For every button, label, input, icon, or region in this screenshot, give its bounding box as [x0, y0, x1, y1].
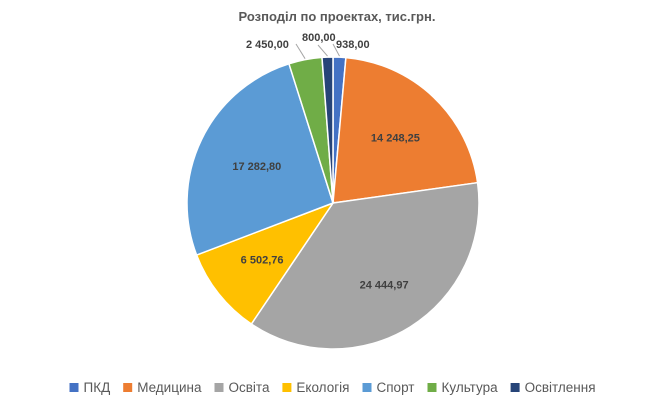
legend-swatch-medytsyna: [123, 383, 133, 392]
data-label-ekolohiia: 6 502,76: [241, 254, 284, 266]
leader-line-pkd: [332, 43, 340, 57]
legend-label-kultura: Культура: [442, 380, 499, 395]
pie-slice-ekolohiia: [195, 201, 335, 326]
leader-line-kultura: [295, 43, 306, 59]
legend-swatch-osvitlennia: [510, 383, 520, 392]
legend-label-pkd: ПКД: [84, 380, 111, 395]
data-label-medytsyna: 14 248,25: [371, 132, 420, 144]
data-label-sport: 17 282,80: [232, 161, 281, 173]
legend-label-medytsyna: Медицина: [137, 380, 202, 395]
legend-label-osvitlennia: Освітлення: [525, 380, 596, 395]
legend-item-osvita: Освіта: [214, 380, 270, 395]
legend-item-sport: Спорт: [362, 380, 415, 395]
legend-item-medytsyna: Медицина: [123, 380, 202, 395]
legend-swatch-pkd: [69, 383, 79, 392]
legend-swatch-ekolohiia: [282, 383, 292, 392]
chart-title: Розподіл по проектах, тис.грн.: [239, 9, 436, 24]
legend: ПКД Медицина Освіта Екологія Спорт Культура Ос…: [69, 380, 596, 395]
legend-swatch-sport: [362, 383, 372, 392]
legend-swatch-osvita: [214, 383, 224, 392]
pie-slice-sport: [186, 62, 334, 256]
legend-item-pkd: ПКД: [69, 380, 111, 395]
pie-slices: [186, 56, 480, 350]
legend-item-kultura: Культура: [427, 380, 499, 395]
data-label-pkd: 938,00: [336, 39, 370, 51]
pie-slice-medytsyna: [332, 56, 479, 204]
legend-item-ekolohiia: Екологія: [282, 380, 349, 395]
legend-label-osvita: Освіта: [229, 380, 270, 395]
legend-swatch-kultura: [427, 383, 437, 392]
leader-line-osvitlennia: [317, 44, 328, 57]
legend-label-sport: Спорт: [377, 380, 415, 395]
label-leader-lines: [295, 43, 340, 59]
pie-slice-osvita: [250, 181, 480, 350]
legend-label-ekolohiia: Екологія: [296, 380, 349, 395]
pie-slice-osvitlennia: [321, 56, 334, 204]
data-label-osvitlennia: 800,00: [302, 32, 336, 44]
data-label-kultura: 2 450,00: [246, 39, 289, 51]
legend-item-osvitlennia: Освітлення: [510, 380, 596, 395]
data-label-osvita: 24 444,97: [360, 280, 409, 292]
data-labels: 938,00 14 248,25 24 444,97 6 502,76 17 282,8…: [232, 32, 420, 292]
